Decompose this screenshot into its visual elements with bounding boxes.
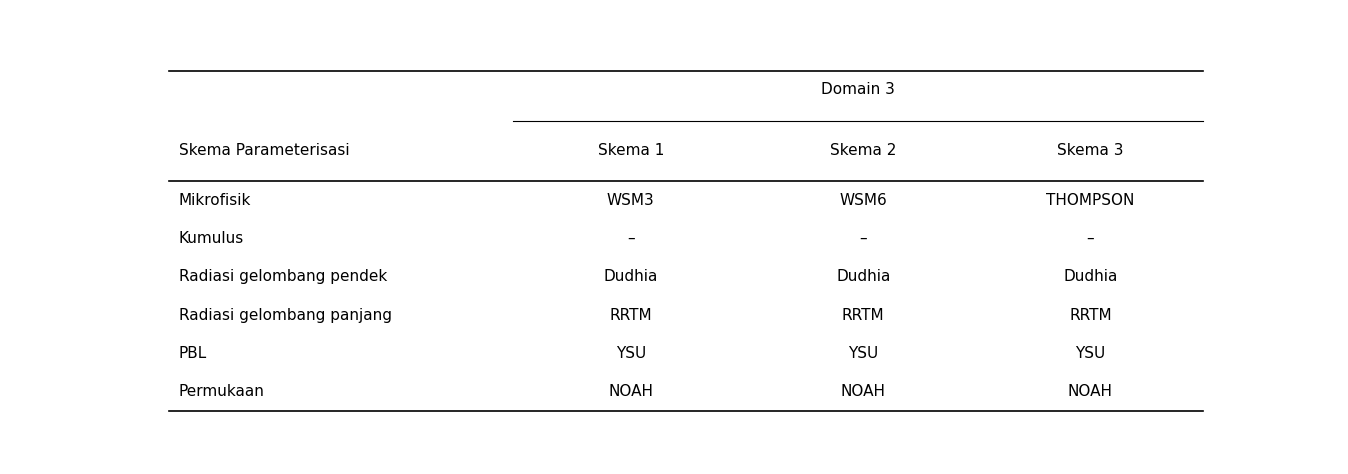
Text: Mikrofisik: Mikrofisik	[179, 192, 251, 208]
Text: THOMPSON: THOMPSON	[1046, 192, 1135, 208]
Text: Domain 3: Domain 3	[821, 82, 895, 98]
Text: Radiasi gelombang pendek: Radiasi gelombang pendek	[179, 269, 387, 284]
Text: RRTM: RRTM	[842, 308, 884, 323]
Text: NOAH: NOAH	[841, 384, 886, 399]
Text: NOAH: NOAH	[1068, 384, 1113, 399]
Text: Dudhia: Dudhia	[604, 269, 658, 284]
Text: Skema 2: Skema 2	[830, 143, 896, 158]
Text: Permukaan: Permukaan	[179, 384, 264, 399]
Text: WSM3: WSM3	[607, 192, 655, 208]
Text: YSU: YSU	[616, 346, 646, 361]
Text: –: –	[860, 231, 867, 246]
Text: Dudhia: Dudhia	[836, 269, 891, 284]
Text: WSM6: WSM6	[840, 192, 887, 208]
Text: Radiasi gelombang panjang: Radiasi gelombang panjang	[179, 308, 392, 323]
Text: Kumulus: Kumulus	[179, 231, 244, 246]
Text: NOAH: NOAH	[608, 384, 654, 399]
Text: Skema 3: Skema 3	[1057, 143, 1124, 158]
Text: –: –	[627, 231, 635, 246]
Text: Skema Parameterisasi: Skema Parameterisasi	[179, 143, 349, 158]
Text: Skema 1: Skema 1	[597, 143, 665, 158]
Text: RRTM: RRTM	[609, 308, 652, 323]
Text: YSU: YSU	[1076, 346, 1105, 361]
Text: YSU: YSU	[848, 346, 879, 361]
Text: Dudhia: Dudhia	[1064, 269, 1117, 284]
Text: RRTM: RRTM	[1069, 308, 1112, 323]
Text: –: –	[1086, 231, 1095, 246]
Text: PBL: PBL	[179, 346, 208, 361]
